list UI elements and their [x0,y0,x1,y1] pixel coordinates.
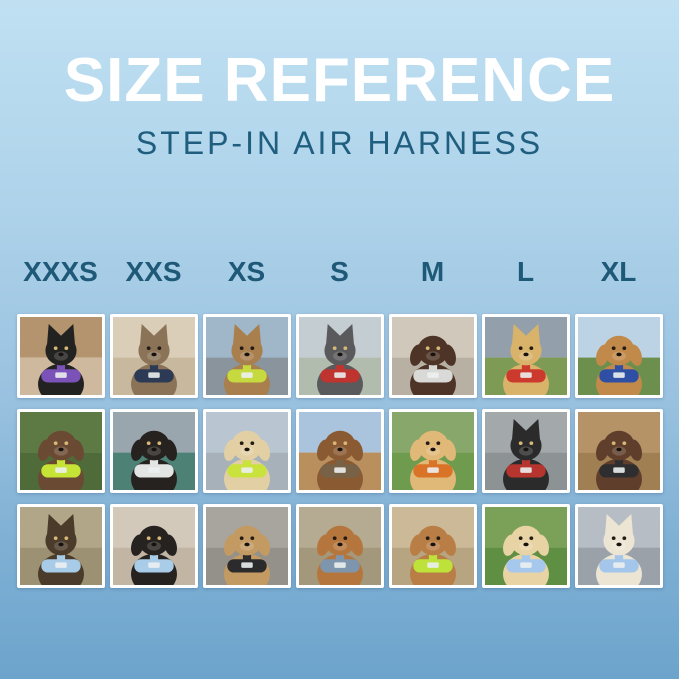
photo-tile [16,409,105,494]
photo-tile [481,314,570,399]
photo-tile [574,504,663,589]
photo-tile [388,409,477,494]
pet-photo-illustration [298,317,381,396]
photo-tile [16,314,105,399]
photo-tile [295,314,384,399]
pet-photo-illustration [577,507,660,586]
photo-tile [16,504,105,589]
photo-tile [202,314,291,399]
pet-photo-illustration [298,507,381,586]
photo-tile [295,409,384,494]
pet-photo-illustration [484,412,567,491]
pet-photo-illustration [484,507,567,586]
pet-photo-illustration [112,412,195,491]
photo-tile [202,409,291,494]
pet-photo-illustration [19,507,102,586]
size-label: S [330,256,349,288]
pet-photo-illustration [19,412,102,491]
pet-photo-illustration [577,412,660,491]
photo-tile [388,314,477,399]
photo-tile [109,314,198,399]
photo-tile [202,504,291,589]
photo-tile [388,504,477,589]
size-label: XXXS [23,256,98,288]
photo-tile [574,409,663,494]
size-label: L [516,256,535,288]
page-title: SIZE REFERENCE [63,46,616,115]
size-label-row: XXXS XXS XS S M L XL [0,256,679,288]
size-label: M [420,256,445,288]
pet-photo-illustration [112,507,195,586]
photo-tile [295,504,384,589]
pet-photo-illustration [205,317,288,396]
pet-photo-illustration [205,507,288,586]
pet-photo-illustration [205,412,288,491]
size-label: XXS [125,256,182,288]
pet-photo-illustration [298,412,381,491]
photo-tile [481,409,570,494]
page-subtitle: STEP-IN AIR HARNESS [135,125,544,162]
pet-photo-illustration [391,317,474,396]
photo-tile [109,504,198,589]
photo-tile [481,504,570,589]
size-label: XL [600,256,637,288]
pet-photo-illustration [112,317,195,396]
photo-grid [0,314,679,589]
photo-tile [574,314,663,399]
pet-photo-illustration [391,507,474,586]
pet-photo-illustration [577,317,660,396]
pet-photo-illustration [19,317,102,396]
photo-tile [109,409,198,494]
pet-photo-illustration [391,412,474,491]
pet-photo-illustration [484,317,567,396]
size-label: XS [227,256,266,288]
